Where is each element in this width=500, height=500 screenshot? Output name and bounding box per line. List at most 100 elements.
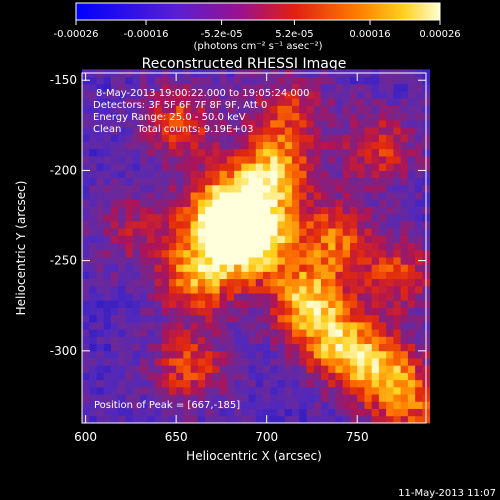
heatmap-cell xyxy=(407,300,416,308)
heatmap-cell xyxy=(277,170,286,179)
heatmap-cell xyxy=(407,336,416,345)
heatmap-cell xyxy=(183,98,192,106)
heatmap-cell xyxy=(299,271,307,280)
heatmap-cell xyxy=(342,134,351,142)
heatmap-cell xyxy=(328,408,336,417)
heatmap-cell xyxy=(328,394,336,402)
heatmap-cell xyxy=(197,184,206,193)
heatmap-cell xyxy=(234,163,242,171)
heatmap-cell xyxy=(393,343,402,352)
heatmap-cell xyxy=(335,365,344,373)
heatmap-cell xyxy=(393,98,402,106)
heatmap-cell xyxy=(270,83,278,92)
heatmap-cell xyxy=(161,264,170,272)
heatmap-cell xyxy=(190,350,199,359)
heatmap-cell xyxy=(183,184,192,193)
heatmap-cell xyxy=(400,386,409,395)
heatmap-cell xyxy=(161,184,170,193)
heatmap-cell xyxy=(89,228,97,236)
heatmap-cell xyxy=(263,329,271,337)
heatmap-cell xyxy=(183,141,192,150)
heatmap-cell xyxy=(183,249,192,258)
heatmap-cell xyxy=(335,213,344,222)
heatmap-cell xyxy=(205,83,213,92)
heatmap-cell xyxy=(132,350,141,359)
heatmap-cell xyxy=(393,408,402,417)
heatmap-cell xyxy=(241,365,249,373)
heatmap-cell xyxy=(132,199,141,207)
heatmap-cell xyxy=(284,141,293,150)
heatmap-cell xyxy=(132,220,141,229)
heatmap-cell xyxy=(263,249,271,258)
heatmap-cell xyxy=(342,148,351,157)
annotation-energy-range: Energy Range: 25.0 - 50.0 keV xyxy=(93,112,246,123)
heatmap-cell xyxy=(313,91,322,99)
heatmap-cell xyxy=(139,386,148,395)
heatmap-cell xyxy=(407,184,416,193)
heatmap-cell xyxy=(393,321,402,330)
heatmap-cell xyxy=(205,98,213,106)
heatmap-cell xyxy=(183,365,192,373)
heatmap-cell xyxy=(400,249,409,258)
heatmap-cell xyxy=(183,235,192,243)
heatmap-cell xyxy=(205,242,213,251)
heatmap-cell xyxy=(241,278,249,287)
heatmap-cell xyxy=(190,249,199,258)
heatmap-cell xyxy=(212,343,220,352)
heatmap-cell xyxy=(335,242,344,251)
heatmap-cell xyxy=(342,365,351,373)
heatmap-cell xyxy=(118,415,126,424)
heatmap-cell xyxy=(147,271,155,280)
heatmap-cell xyxy=(219,394,228,402)
heatmap-cell xyxy=(349,235,358,243)
heatmap-cell xyxy=(393,372,402,381)
heatmap-cell xyxy=(219,314,228,323)
heatmap-cell xyxy=(82,184,90,193)
heatmap-cell xyxy=(407,329,416,337)
heatmap-cell xyxy=(226,206,235,215)
heatmap-cell xyxy=(139,257,148,265)
heatmap-cell xyxy=(378,300,387,308)
heatmap-cell xyxy=(132,155,141,164)
heatmap-cell xyxy=(161,343,170,352)
heatmap-cell xyxy=(415,329,423,337)
y-tick-label: -200 xyxy=(50,163,77,177)
heatmap-cell xyxy=(284,307,293,316)
heatmap-cell xyxy=(292,300,300,308)
heatmap-cell xyxy=(357,184,365,193)
heatmap-cell xyxy=(342,300,351,308)
colorbar-gradient xyxy=(75,2,441,21)
heatmap-cell xyxy=(147,372,155,381)
heatmap-cell xyxy=(212,242,220,251)
heatmap-cell xyxy=(205,307,213,316)
heatmap-cell xyxy=(248,206,257,215)
heatmap-cell xyxy=(110,220,119,229)
heatmap-cell xyxy=(364,170,373,179)
heatmap-cell xyxy=(205,177,213,186)
heatmap-cell xyxy=(378,91,387,99)
heatmap-cell xyxy=(277,329,286,337)
heatmap-cell xyxy=(320,155,329,164)
heatmap-cell xyxy=(263,83,271,92)
heatmap-cell xyxy=(320,170,329,179)
heatmap-cell xyxy=(226,293,235,301)
heatmap-cell xyxy=(313,415,322,424)
heatmap-cell xyxy=(335,408,344,417)
heatmap-cell xyxy=(147,314,155,323)
heatmap-cell xyxy=(378,98,387,106)
heatmap-cell xyxy=(226,271,235,280)
heatmap-cell xyxy=(415,163,423,171)
heatmap-cell xyxy=(241,91,249,99)
heatmap-cell xyxy=(139,365,148,373)
heatmap-cell xyxy=(277,235,286,243)
heatmap-cell xyxy=(103,379,112,388)
heatmap-cell xyxy=(139,329,148,337)
heatmap-cell xyxy=(147,264,155,272)
heatmap-cell xyxy=(219,293,228,301)
heatmap-cell xyxy=(335,293,344,301)
heatmap-cell xyxy=(263,199,271,207)
heatmap-cell xyxy=(89,199,97,207)
heatmap-cell xyxy=(154,264,163,272)
heatmap-cell xyxy=(183,177,192,186)
heatmap-cell xyxy=(110,271,119,280)
